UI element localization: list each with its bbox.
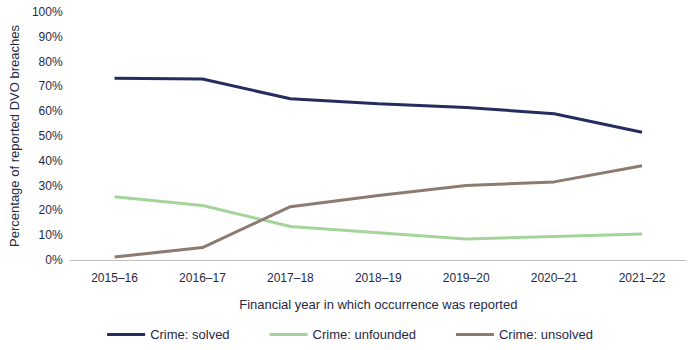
svg-text:0%: 0% [45,253,63,267]
svg-text:70%: 70% [39,79,63,93]
svg-text:2017–18: 2017–18 [267,271,314,285]
svg-text:80%: 80% [39,55,63,69]
svg-text:40%: 40% [39,154,63,168]
svg-text:50%: 50% [39,129,63,143]
svg-text:60%: 60% [39,104,63,118]
svg-text:Financial year in which occurr: Financial year in which occurrence was r… [239,297,517,312]
svg-text:2016–17: 2016–17 [179,271,226,285]
svg-text:2019–20: 2019–20 [443,271,490,285]
svg-text:90%: 90% [39,30,63,44]
svg-text:2015–16: 2015–16 [91,271,138,285]
svg-text:2018–19: 2018–19 [355,271,402,285]
svg-text:Crime: unsolved: Crime: unsolved [499,327,593,342]
svg-text:30%: 30% [39,179,63,193]
svg-text:2021–22: 2021–22 [619,271,666,285]
svg-text:100%: 100% [32,5,63,19]
svg-text:10%: 10% [39,228,63,242]
svg-text:Crime: solved: Crime: solved [150,327,229,342]
svg-text:Crime: unfounded: Crime: unfounded [313,327,416,342]
svg-text:Percentage of reported DVO bre: Percentage of reported DVO breaches [7,25,22,247]
svg-text:20%: 20% [39,203,63,217]
svg-text:2020–21: 2020–21 [531,271,578,285]
